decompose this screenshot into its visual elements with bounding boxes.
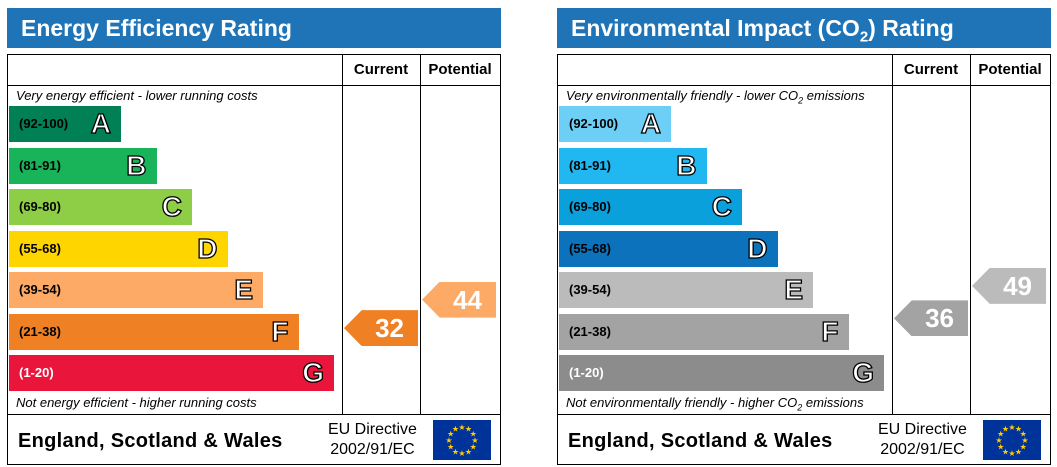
band-e: (39-54) E (9, 272, 263, 308)
footer-region: England, Scotland & Wales (18, 430, 283, 452)
potential-rating-value: 49 (1003, 270, 1032, 301)
energy-efficiency-title: Energy Efficiency Rating (7, 8, 501, 48)
column-header-current: Current (903, 61, 959, 78)
band-c: (69-80) C (559, 189, 742, 225)
band-f: (21-38) F (559, 313, 849, 350)
svg-text:★: ★ (1020, 443, 1027, 452)
energy-efficiency-panel: Energy Efficiency Rating Current Potenti… (7, 8, 501, 465)
svg-text:★: ★ (1015, 447, 1022, 456)
svg-text:★: ★ (470, 430, 477, 439)
eu-flag-icon: ★ ★ ★ ★ ★ ★ ★ ★ ★ ★ ★ ★ (983, 420, 1041, 460)
directive-line-1: EU Directive (878, 421, 967, 438)
band-f: (21-38) F (9, 313, 299, 350)
potential-rating-arrow: 44 (422, 281, 496, 318)
svg-text:★: ★ (452, 425, 459, 434)
band-letter: F (271, 315, 289, 347)
band-range: (21-38) (569, 323, 611, 339)
band-a: (92-100) A (9, 106, 121, 142)
column-header-current: Current (353, 61, 409, 78)
svg-text:★: ★ (995, 436, 1002, 445)
svg-text:★: ★ (1021, 436, 1028, 445)
svg-text:★: ★ (1015, 425, 1022, 434)
band-letter: E (234, 273, 254, 305)
band-range: (81-91) (19, 157, 61, 173)
eu-flag-icon: ★ ★ ★ ★ ★ ★ ★ ★ ★ ★ ★ ★ (433, 420, 491, 460)
band-letter: A (90, 107, 112, 139)
potential-rating-arrow: 49 (972, 267, 1046, 304)
svg-text:★: ★ (1008, 449, 1015, 458)
energy-efficiency-chart: Current Potential Very energy efficient … (7, 54, 501, 465)
directive-line-1: EU Directive (328, 421, 417, 438)
band-g: (1-20) G (9, 355, 334, 391)
band-letter: C (711, 190, 733, 222)
svg-text:★: ★ (1008, 423, 1015, 432)
current-rating-value: 36 (925, 303, 954, 334)
band-d: (55-68) D (9, 230, 228, 267)
potential-rating-value: 44 (453, 284, 482, 315)
band-e: (39-54) E (559, 272, 813, 308)
band-b: (81-91) B (9, 147, 157, 184)
svg-text:★: ★ (997, 430, 1004, 439)
band-letter: G (852, 356, 875, 388)
band-letter: D (197, 232, 219, 264)
band-c: (69-80) C (9, 189, 192, 225)
band-range: (39-54) (569, 282, 611, 297)
band-letter: E (784, 273, 804, 305)
current-rating-arrow: 32 (344, 310, 418, 347)
band-range: (1-20) (19, 365, 54, 380)
svg-text:★: ★ (452, 447, 459, 456)
band-d: (55-68) D (559, 230, 778, 267)
band-range: (39-54) (19, 282, 61, 297)
band-range: (1-20) (569, 365, 604, 380)
svg-text:★: ★ (471, 436, 478, 445)
current-rating-value: 32 (375, 313, 404, 344)
environmental-impact-panel: Environmental Impact (CO2) Rating Curren… (557, 8, 1051, 465)
band-b: (81-91) B (559, 147, 707, 184)
svg-text:★: ★ (465, 447, 472, 456)
svg-text:★: ★ (1002, 447, 1009, 456)
band-letter: G (302, 356, 325, 388)
current-rating-arrow: 36 (894, 300, 968, 337)
svg-text:★: ★ (447, 430, 454, 439)
svg-text:★: ★ (470, 443, 477, 452)
environmental-impact-title: Environmental Impact (CO2) Rating (557, 8, 1051, 48)
band-letter: D (747, 232, 769, 264)
svg-text:★: ★ (447, 443, 454, 452)
directive-line-2: 2002/91/EC (880, 441, 965, 458)
svg-text:★: ★ (997, 443, 1004, 452)
top-note: Very energy efficient - lower running co… (16, 88, 258, 103)
band-range: (69-80) (569, 199, 611, 214)
band-letter: C (161, 190, 183, 222)
band-a: (92-100) A (559, 106, 671, 142)
svg-text:★: ★ (458, 423, 465, 432)
bottom-note: Not energy efficient - higher running co… (16, 395, 257, 410)
footer-region: England, Scotland & Wales (568, 430, 833, 452)
band-range: (55-68) (569, 240, 611, 256)
band-range: (81-91) (569, 157, 611, 173)
band-range: (55-68) (19, 240, 61, 256)
top-note: Very environmentally friendly - lower CO… (566, 88, 865, 106)
svg-text:★: ★ (445, 436, 452, 445)
band-range: (92-100) (19, 116, 69, 131)
band-letter: F (821, 315, 839, 347)
column-header-potential: Potential (428, 61, 492, 78)
band-g: (1-20) G (559, 355, 884, 391)
directive-line-2: 2002/91/EC (330, 441, 415, 458)
environmental-impact-chart: Current Potential Very environmentally f… (557, 54, 1051, 465)
svg-text:★: ★ (1020, 430, 1027, 439)
band-range: (21-38) (19, 323, 61, 339)
bottom-note: Not environmentally friendly - higher CO… (566, 395, 864, 413)
svg-text:★: ★ (1002, 425, 1009, 434)
svg-text:★: ★ (458, 449, 465, 458)
column-header-potential: Potential (978, 61, 1042, 78)
band-letter: B (126, 149, 148, 181)
footer-directive: EU Directive 2002/91/EC (878, 420, 967, 460)
band-letter: B (676, 149, 698, 181)
band-letter: A (640, 107, 662, 139)
svg-text:★: ★ (465, 425, 472, 434)
footer-directive: EU Directive 2002/91/EC (328, 420, 417, 460)
band-range: (69-80) (19, 199, 61, 214)
band-range: (92-100) (569, 116, 619, 131)
